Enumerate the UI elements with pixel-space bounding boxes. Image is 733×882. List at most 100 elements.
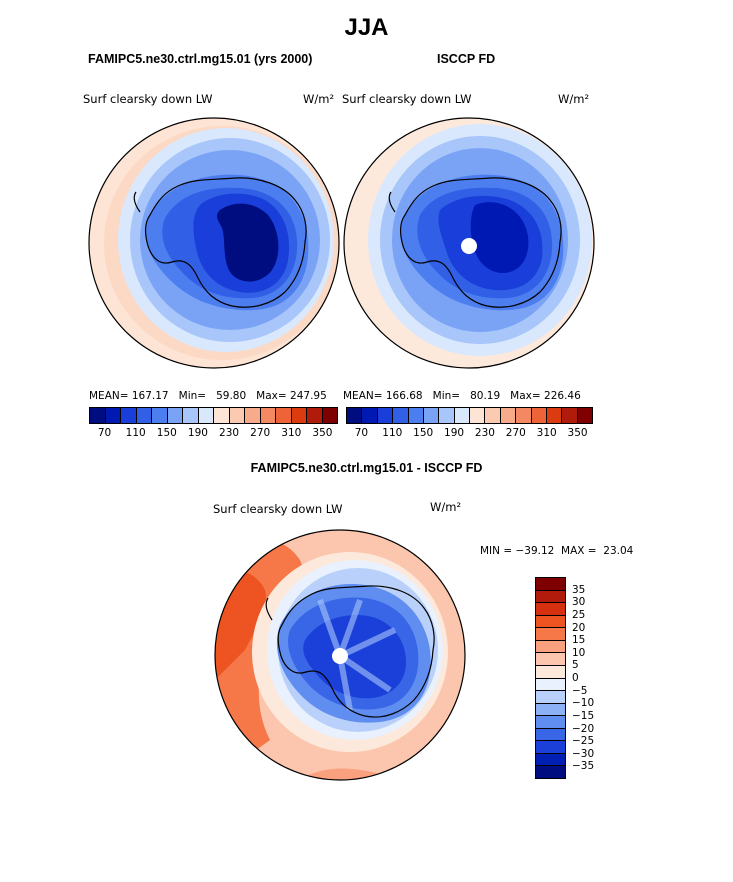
panel1-colorbar-swatch — [276, 408, 292, 423]
panel2-colorbar-swatch — [516, 408, 532, 423]
diff-colorbar-swatch — [536, 703, 565, 717]
colorbar-tick-label: 20 — [572, 621, 586, 634]
panel2-subtitle: ISCCP FD — [437, 52, 496, 66]
colorbar-tick-label: −30 — [572, 747, 595, 760]
colorbar-tick-label: 190 — [444, 427, 465, 439]
panel1-colorbar-swatch — [291, 408, 307, 423]
colorbar-tick-label: 270 — [250, 427, 271, 439]
diff-colorbar-swatch — [536, 753, 565, 767]
panel1-variable: Surf clearsky down LW — [83, 92, 213, 106]
panel2-map — [344, 118, 594, 368]
panel1-colorbar-swatch — [105, 408, 121, 423]
panel1-colorbar-swatch — [245, 408, 261, 423]
panel1-colorbar-swatch — [90, 408, 106, 423]
diff-coastline — [265, 585, 435, 718]
colorbar-tick-label: 310 — [536, 427, 557, 439]
panel1-colorbar-swatch — [136, 408, 152, 423]
panel1-colorbar-swatch — [307, 408, 323, 423]
colorbar-tick-label: 70 — [354, 427, 369, 439]
colorbar-tick-label: 150 — [413, 427, 434, 439]
panel2-coastline — [388, 177, 562, 308]
colorbar-tick-label: −10 — [572, 697, 595, 710]
diff-colorbar-swatch — [536, 615, 565, 629]
diff-colorbar-swatch — [536, 578, 565, 591]
colorbar-tick-label: −5 — [572, 684, 588, 697]
colorbar-tick-label: 230 — [474, 427, 495, 439]
panel1-colorbar-swatch — [183, 408, 199, 423]
diff-units: W/m² — [430, 500, 462, 514]
panel2-map-border — [343, 117, 595, 369]
colorbar-tick-label: 350 — [567, 427, 588, 439]
colorbar-tick-label: 350 — [312, 427, 333, 439]
diff-stats: MIN = −39.12 MAX = 23.04 — [480, 545, 634, 557]
colorbar-tick-label: 190 — [187, 427, 208, 439]
diff-colorbar — [535, 577, 566, 779]
diff-colorbar-swatch — [536, 603, 565, 616]
panel1-subtitle: FAMIPC5.ne30.ctrl.mg15.01 (yrs 2000) — [88, 52, 313, 66]
panel2-colorbar-swatch — [454, 408, 470, 423]
panel2-colorbar-swatch — [377, 408, 394, 423]
panel1-colorbar-swatch — [121, 408, 137, 423]
panel2-colorbar-swatch — [470, 408, 486, 423]
panel2-variable: Surf clearsky down LW — [342, 92, 472, 106]
panel2-colorbar — [346, 407, 593, 424]
panel2-colorbar-swatch — [362, 408, 378, 423]
panel1-colorbar-ticks: 70 110 150 190 230 270 310 350 — [89, 427, 338, 441]
colorbar-tick-label: 15 — [572, 634, 586, 647]
panel1-colorbar-swatch — [229, 408, 245, 423]
diff-colorbar-swatch — [536, 628, 565, 641]
panel1-coastline — [133, 177, 307, 308]
colorbar-tick-label: 10 — [572, 646, 586, 659]
colorbar-tick-label: 0 — [572, 672, 579, 684]
colorbar-tick-label: 110 — [382, 427, 403, 439]
diff-colorbar-swatch — [536, 678, 565, 692]
colorbar-tick-label: −15 — [572, 709, 595, 722]
colorbar-tick-label: 5 — [572, 659, 579, 672]
panel1-colorbar-swatch — [167, 408, 183, 423]
diff-colorbar-swatch — [536, 665, 565, 679]
diff-colorbar-swatch — [536, 640, 565, 654]
diff-colorbar-swatch — [536, 590, 565, 604]
diff-map — [215, 530, 465, 780]
diff-colorbar-ticks: 35 30 25 20 15 10 5 0 −5 −10 −15 −20 −25 −30 −35 — [572, 577, 612, 779]
panel2-stats: MEAN= 166.68 Min= 80.19 Max= 226.46 — [343, 390, 581, 402]
panel2-colorbar-swatch — [531, 408, 547, 423]
panel1-colorbar-swatch — [198, 408, 214, 423]
panel1-stats: MEAN= 167.17 Min= 59.80 Max= 247.95 — [89, 390, 327, 402]
colorbar-tick-label: 230 — [219, 427, 240, 439]
diff-colorbar-swatch — [536, 716, 565, 729]
panel2-units: W/m² — [558, 92, 590, 106]
colorbar-tick-label: 70 — [97, 427, 112, 439]
colorbar-tick-label: 310 — [281, 427, 302, 439]
panel2-colorbar-swatch — [485, 408, 501, 423]
colorbar-tick-label: 25 — [572, 608, 586, 621]
panel2-colorbar-swatch — [393, 408, 409, 423]
diff-variable: Surf clearsky down LW — [213, 502, 343, 516]
panel1-colorbar — [89, 407, 338, 424]
diff-colorbar-swatch — [536, 691, 565, 704]
panel2-colorbar-swatch — [577, 408, 592, 423]
diff-colorbar-swatch — [536, 766, 565, 778]
panel1-colorbar-swatch — [214, 408, 230, 423]
season-title: JJA — [344, 14, 389, 41]
panel1-colorbar-swatch — [260, 408, 276, 423]
colorbar-tick-label: 270 — [505, 427, 526, 439]
panel1-units: W/m² — [303, 92, 335, 106]
panel1-map-border — [88, 117, 340, 369]
panel1-colorbar-swatch — [152, 408, 168, 423]
panel2-colorbar-swatch — [408, 408, 424, 423]
panel2-colorbar-swatch — [562, 408, 578, 423]
diff-colorbar-swatch — [536, 728, 565, 742]
colorbar-tick-label: 30 — [572, 596, 586, 609]
colorbar-tick-label: 35 — [572, 583, 586, 596]
colorbar-tick-label: 110 — [125, 427, 146, 439]
diff-subtitle: FAMIPC5.ne30.ctrl.mg15.01 - ISCCP FD — [250, 461, 483, 475]
colorbar-tick-label: −20 — [572, 722, 595, 735]
panel1-map — [89, 118, 339, 368]
colorbar-tick-label: −35 — [572, 760, 595, 773]
diff-colorbar-swatch — [536, 653, 565, 666]
diff-map-border — [214, 529, 466, 781]
panel2-colorbar-swatch — [546, 408, 563, 423]
panel2-colorbar-swatch — [347, 408, 363, 423]
